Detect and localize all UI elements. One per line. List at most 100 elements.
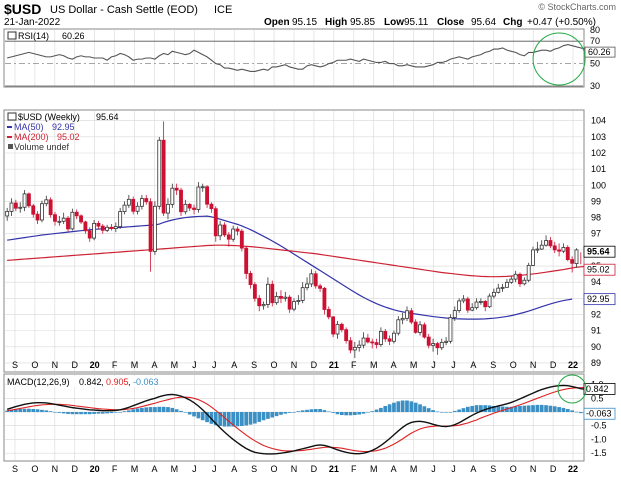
x-tick-label-macd: M	[131, 464, 139, 474]
x-tick-label-price: O	[271, 360, 278, 370]
macd-histogram-bar	[574, 411, 579, 413]
price-tick-label: 101	[591, 164, 606, 174]
macd-histogram-bar	[87, 412, 92, 415]
macd-histogram-bar	[366, 412, 370, 413]
macd-histogram-bar	[522, 405, 527, 413]
price-value-tag	[583, 245, 616, 258]
candle-body	[518, 273, 522, 285]
candle-body	[457, 300, 462, 312]
x-tick-label-price: J	[192, 360, 197, 370]
candle-body	[274, 295, 279, 304]
macd-histogram-bar	[465, 406, 470, 413]
candle-body	[461, 298, 466, 302]
candle-body	[292, 301, 296, 310]
candle-body	[205, 186, 210, 205]
macd-tick-label: -0.5	[591, 421, 607, 431]
macd-histogram-bar	[313, 409, 318, 413]
price-tick-label: 94	[591, 277, 601, 287]
macd-histogram-bar	[170, 407, 175, 413]
x-tick-label-price: S	[251, 360, 257, 370]
macd-highlight-circle	[557, 374, 587, 404]
macd-legend-label: MACD(12,26,9)	[7, 377, 70, 387]
macd-histogram-bar	[131, 409, 136, 413]
macd-histogram-bar	[31, 409, 36, 413]
candle-body	[500, 286, 505, 289]
macd-histogram-bar	[439, 412, 444, 413]
candle-body	[9, 202, 14, 212]
change-value: +0.47 (+0.50%)	[527, 17, 596, 28]
macd-histogram-bar	[422, 406, 427, 413]
x-tick-label-price: N	[291, 360, 298, 370]
macd-histogram-bar	[409, 401, 414, 413]
candle-body	[61, 217, 66, 222]
x-tick-label-macd: N	[52, 464, 59, 474]
macd-histogram-bar	[300, 410, 305, 413]
macd-histogram-bar	[435, 411, 440, 413]
candle-body	[561, 247, 566, 252]
candle-body	[26, 193, 31, 207]
macd-legend-macd: 0.842	[79, 377, 102, 387]
macd-histogram-bar	[418, 404, 422, 413]
candle-body	[53, 214, 57, 222]
candle-body	[557, 249, 562, 252]
x-tick-label-price: J	[212, 360, 217, 370]
candle-body	[444, 340, 449, 343]
macd-histogram-bar	[27, 408, 31, 413]
candle-body	[40, 203, 44, 221]
macd-histogram-bar	[352, 412, 357, 416]
chart-name: US Dollar - Cash Settle (EOD)	[50, 4, 198, 16]
macd-histogram-bar	[183, 412, 188, 413]
x-tick-label-macd: J	[192, 464, 197, 474]
candle-body	[218, 224, 223, 237]
candle-body	[548, 240, 553, 247]
macd-histogram-bar	[544, 405, 548, 413]
macd-histogram-bar	[405, 400, 409, 413]
x-tick-label-price: M	[171, 360, 179, 370]
price-value-tag	[583, 293, 616, 306]
candle-body	[118, 211, 123, 228]
macd-histogram-bar	[70, 412, 75, 415]
x-tick-label-macd: 21	[329, 464, 339, 474]
high-value: 95.85	[350, 17, 375, 28]
open-value: 95.15	[292, 17, 317, 28]
macd-histogram-bar	[235, 412, 240, 427]
macd-histogram-bar	[79, 412, 83, 415]
candle-body	[22, 193, 27, 208]
macd-histogram-bar	[461, 408, 466, 413]
macd-value-tag-text: 0.842	[586, 384, 609, 394]
candle-body	[100, 225, 105, 231]
x-tick-label-macd: 22	[568, 464, 578, 474]
macd-signal-line	[7, 386, 590, 453]
candle-body	[131, 198, 136, 212]
candle-body	[187, 203, 192, 209]
candle-body	[235, 228, 240, 232]
candle-body	[496, 287, 501, 293]
x-tick-label-macd: D	[311, 464, 318, 474]
candle-body	[139, 198, 144, 207]
candle-body	[70, 211, 75, 230]
macd-histogram-bar	[331, 412, 335, 413]
x-tick-label-macd: F	[112, 464, 118, 474]
close-label: Close	[437, 17, 465, 28]
candle-body	[279, 295, 283, 299]
rsi-highlight-circle	[532, 32, 586, 86]
x-tick-label-price: N	[52, 360, 59, 370]
candle-body	[66, 217, 70, 230]
rsi-value-tag-text: 60.26	[588, 47, 611, 57]
ma50-legend-label: MA(50)	[14, 122, 44, 132]
candle-body	[513, 273, 518, 280]
macd-histogram-bar	[122, 411, 127, 413]
rsi-legend: RSI(14) 60.26	[7, 31, 85, 41]
candle-body	[361, 337, 366, 346]
macd-histogram-bar	[322, 410, 327, 413]
rsi-tick-label: 30	[590, 81, 600, 91]
rsi-tick-label: 50	[590, 59, 600, 69]
x-tick-label-price: 22	[568, 360, 578, 370]
price-tick-label: 97	[591, 229, 601, 239]
macd-histogram-bar	[200, 412, 205, 421]
candle-body	[113, 226, 118, 229]
macd-histogram-bar	[248, 412, 253, 425]
candle-body	[452, 310, 457, 318]
candle-body	[300, 287, 305, 301]
